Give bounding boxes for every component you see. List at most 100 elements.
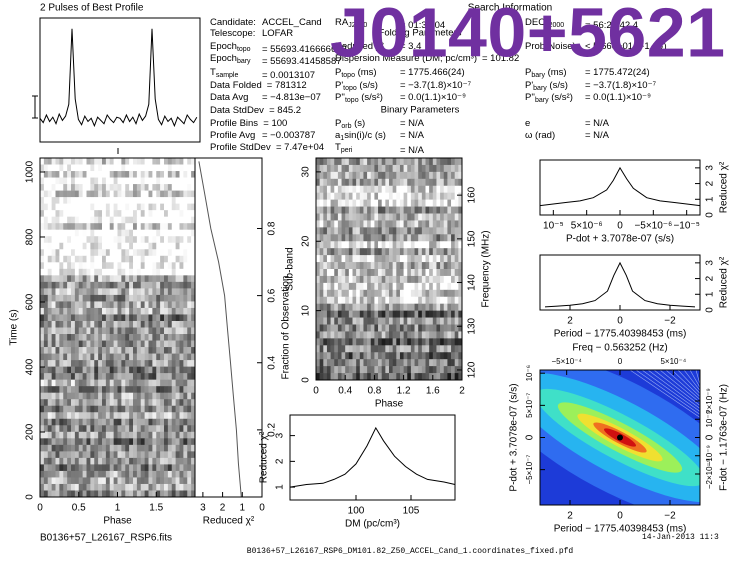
image-pixel <box>429 241 433 248</box>
image-pixel <box>422 373 426 380</box>
image-pixel <box>83 354 87 361</box>
image-pixel <box>378 234 382 241</box>
image-pixel <box>385 338 389 345</box>
image-pixel <box>94 471 98 478</box>
image-pixel <box>56 249 60 256</box>
image-pixel <box>320 193 324 200</box>
image-pixel <box>164 477 168 484</box>
image-pixel <box>133 347 137 354</box>
image-pixel <box>436 200 440 207</box>
image-pixel <box>338 220 342 227</box>
image-pixel <box>156 412 160 419</box>
image-pixel <box>133 217 137 224</box>
image-pixel <box>114 438 118 445</box>
image-pixel <box>106 301 110 308</box>
image-pixel <box>323 248 327 255</box>
image-pixel <box>168 477 172 484</box>
image-pixel <box>378 262 382 269</box>
image-pixel <box>102 464 106 471</box>
image-pixel <box>180 165 184 172</box>
image-pixel <box>160 282 164 289</box>
image-pixel <box>349 269 353 276</box>
image-pixel <box>98 328 102 335</box>
image-pixel <box>106 288 110 295</box>
image-pixel <box>52 458 56 465</box>
image-pixel <box>440 373 444 380</box>
image-pixel <box>75 210 79 217</box>
image-pixel <box>180 386 184 393</box>
image-pixel <box>48 171 52 178</box>
image-pixel <box>320 158 324 165</box>
image-pixel <box>156 269 160 276</box>
image-pixel <box>404 158 408 165</box>
image-pixel <box>98 419 102 426</box>
image-pixel <box>172 269 176 276</box>
image-pixel <box>433 359 437 366</box>
image-pixel <box>79 295 83 302</box>
image-pixel <box>75 288 79 295</box>
image-pixel <box>176 412 180 419</box>
image-pixel <box>400 172 404 179</box>
image-pixel <box>141 347 145 354</box>
image-pixel <box>422 234 426 241</box>
image-pixel <box>156 360 160 367</box>
image-pixel <box>360 255 364 262</box>
image-pixel <box>75 204 79 211</box>
image-pixel <box>349 241 353 248</box>
image-pixel <box>168 334 172 341</box>
image-pixel <box>149 406 153 413</box>
image-pixel <box>79 412 83 419</box>
image-pixel <box>367 345 371 352</box>
image-pixel <box>145 230 149 237</box>
image-pixel <box>331 283 335 290</box>
image-pixel <box>353 158 357 165</box>
image-pixel <box>396 269 400 276</box>
image-pixel <box>63 243 67 250</box>
info-value: = 7.47e+04 <box>276 142 324 153</box>
image-pixel <box>455 165 459 172</box>
image-pixel <box>183 367 187 374</box>
image-pixel <box>426 165 430 172</box>
image-pixel <box>71 282 75 289</box>
image-pixel <box>141 288 145 295</box>
image-pixel <box>433 220 437 227</box>
image-pixel <box>71 321 75 328</box>
image-pixel <box>345 366 349 373</box>
image-pixel <box>59 295 63 302</box>
image-pixel <box>102 393 106 400</box>
image-pixel <box>83 191 87 198</box>
info-value: = −3.7(1.8)×10⁻⁷ <box>400 80 472 91</box>
image-pixel <box>63 262 67 269</box>
image-pixel <box>404 352 408 359</box>
image-pixel <box>90 354 94 361</box>
image-pixel <box>385 283 389 290</box>
image-pixel <box>94 301 98 308</box>
image-pixel <box>71 380 75 387</box>
image-pixel <box>56 308 60 315</box>
image-pixel <box>447 234 451 241</box>
image-pixel <box>342 200 346 207</box>
image-pixel <box>129 275 133 282</box>
image-pixel <box>374 366 378 373</box>
image-pixel <box>56 432 60 439</box>
image-pixel <box>52 282 56 289</box>
image-pixel <box>444 186 448 193</box>
image-pixel <box>94 347 98 354</box>
image-pixel <box>114 301 118 308</box>
image-pixel <box>160 223 164 230</box>
image-pixel <box>180 451 184 458</box>
image-pixel <box>98 367 102 374</box>
image-pixel <box>378 290 382 297</box>
image-pixel <box>426 214 430 221</box>
image-pixel <box>48 288 52 295</box>
image-pixel <box>444 318 448 325</box>
image-pixel <box>360 200 364 207</box>
image-pixel <box>133 249 137 256</box>
image-pixel <box>129 262 133 269</box>
image-pixel <box>75 295 79 302</box>
image-pixel <box>56 158 60 165</box>
image-pixel <box>183 328 187 335</box>
info-label: Epoch <box>210 53 237 64</box>
image-pixel <box>87 197 91 204</box>
image-pixel <box>48 432 52 439</box>
